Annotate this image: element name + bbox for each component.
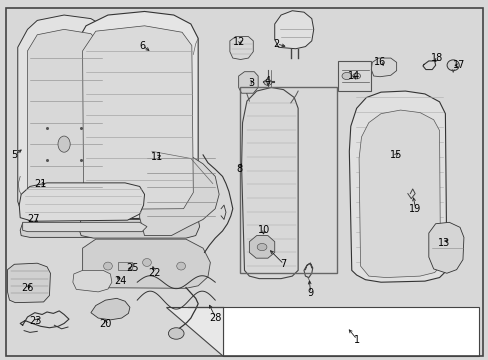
Text: 7: 7	[280, 259, 286, 269]
Text: 19: 19	[408, 204, 421, 214]
Polygon shape	[428, 222, 463, 273]
Polygon shape	[358, 110, 440, 278]
Text: 18: 18	[430, 53, 442, 63]
Text: 8: 8	[236, 164, 242, 174]
Polygon shape	[7, 263, 50, 303]
Text: 9: 9	[306, 288, 313, 298]
Ellipse shape	[446, 60, 458, 71]
Text: 20: 20	[99, 319, 111, 329]
Text: 24: 24	[114, 276, 126, 286]
Text: 1: 1	[353, 334, 359, 345]
Bar	[239, 87, 336, 273]
Text: 23: 23	[30, 316, 42, 325]
Text: 3: 3	[248, 78, 254, 88]
Polygon shape	[79, 220, 199, 238]
Circle shape	[264, 80, 271, 85]
Text: 22: 22	[148, 268, 160, 278]
Ellipse shape	[58, 136, 70, 152]
Polygon shape	[20, 223, 110, 237]
Bar	[337, 60, 370, 91]
Circle shape	[168, 328, 183, 339]
Text: 5: 5	[11, 150, 18, 160]
Ellipse shape	[142, 258, 151, 266]
Polygon shape	[238, 72, 258, 93]
Polygon shape	[82, 26, 193, 210]
Text: 12: 12	[233, 37, 245, 47]
Polygon shape	[222, 307, 478, 356]
Polygon shape	[166, 307, 222, 356]
Circle shape	[257, 243, 266, 251]
Text: 21: 21	[35, 179, 47, 189]
Polygon shape	[22, 222, 147, 231]
Text: 11: 11	[150, 152, 163, 162]
Circle shape	[352, 73, 360, 79]
Polygon shape	[140, 148, 219, 235]
Text: 4: 4	[264, 76, 270, 86]
Bar	[118, 262, 132, 270]
Text: 17: 17	[452, 60, 464, 70]
Ellipse shape	[103, 262, 112, 270]
Text: 15: 15	[388, 150, 401, 160]
Polygon shape	[229, 37, 253, 59]
Polygon shape	[73, 270, 112, 292]
Circle shape	[341, 72, 351, 80]
Polygon shape	[241, 87, 298, 279]
Polygon shape	[74, 12, 198, 220]
Polygon shape	[348, 91, 446, 282]
Polygon shape	[249, 235, 274, 258]
Text: 2: 2	[272, 39, 279, 49]
Text: 28: 28	[209, 313, 221, 323]
Text: 25: 25	[126, 263, 138, 273]
Ellipse shape	[176, 262, 185, 270]
Polygon shape	[274, 11, 313, 49]
Text: 10: 10	[257, 225, 269, 235]
Text: 27: 27	[27, 215, 40, 224]
Polygon shape	[370, 58, 396, 77]
Polygon shape	[82, 239, 210, 288]
Text: 26: 26	[21, 283, 34, 293]
Text: 14: 14	[347, 71, 360, 81]
Text: 13: 13	[437, 238, 449, 248]
Text: 16: 16	[373, 57, 386, 67]
Polygon shape	[91, 298, 130, 320]
Polygon shape	[27, 30, 103, 211]
Text: 6: 6	[139, 41, 145, 50]
Polygon shape	[18, 15, 110, 223]
Polygon shape	[19, 183, 144, 221]
